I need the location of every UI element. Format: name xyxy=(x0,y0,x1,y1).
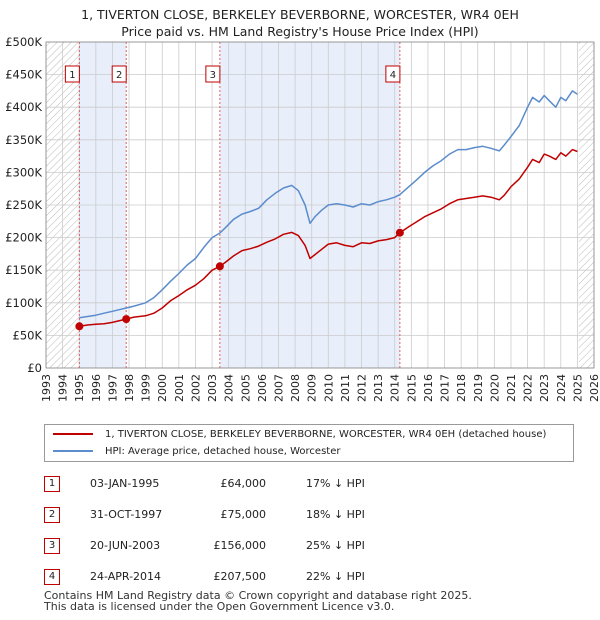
sale-date: 20-JUN-2003 xyxy=(90,539,161,552)
x-tick-label: 2023 xyxy=(538,374,551,402)
sale-hpi-diff: 18% ↓ HPI xyxy=(306,508,365,521)
annotation-label: 4 xyxy=(390,70,396,81)
title-line-1: 1, TIVERTON CLOSE, BERKELEY BEVERBORNE, … xyxy=(81,7,519,22)
x-tick-label: 2022 xyxy=(522,374,535,402)
title-line-2: Price paid vs. HM Land Registry's House … xyxy=(121,24,479,39)
legend-item-property: 1, TIVERTON CLOSE, BERKELEY BEVERBORNE, … xyxy=(53,427,546,443)
sale-hpi-diff: 17% ↓ HPI xyxy=(306,477,365,490)
price-chart: 1 2 3 4 £0 £50K £100K £150K £200K £250K £300K £350… xyxy=(5,35,600,402)
sale-date: 31-OCT-1997 xyxy=(90,508,163,521)
sale-row: 2 31-OCT-1997 £75,000 18% ↓ HPI xyxy=(44,505,404,525)
footer-attribution: Contains HM Land Registry data © Crown c… xyxy=(44,590,472,612)
sale-price: £156,000 xyxy=(213,539,267,552)
x-tick-label: 2009 xyxy=(306,374,319,402)
x-tick-label: 2020 xyxy=(488,374,501,402)
y-tick-label: £450K xyxy=(5,68,42,82)
x-tick-label: 2013 xyxy=(372,374,385,402)
sale-hpi-diff: 22% ↓ HPI xyxy=(306,570,365,583)
sale-row: 3 20-JUN-2003 £156,000 25% ↓ HPI xyxy=(44,536,404,556)
x-tick-label: 2017 xyxy=(439,374,452,402)
x-tick-label: 1998 xyxy=(123,374,136,402)
x-tick-label: 2024 xyxy=(555,374,568,402)
legend-item-hpi: HPI: Average price, detached house, Worc… xyxy=(53,444,340,460)
sale-row: 1 03-JAN-1995 £64,000 17% ↓ HPI xyxy=(44,474,404,494)
annotation-box xyxy=(111,65,127,83)
x-tick-label: 2014 xyxy=(389,374,402,402)
y-tick-label: £250K xyxy=(5,198,42,212)
y-tick-label: £50K xyxy=(13,328,43,342)
sale-number-badge: 1 xyxy=(44,476,60,492)
x-tick-label: 2015 xyxy=(405,374,418,402)
plot-frame xyxy=(45,41,595,369)
chart-title: 1, TIVERTON CLOSE, BERKELEY BEVERBORNE, … xyxy=(0,6,600,40)
annotation-label: 1 xyxy=(69,70,75,81)
annotation-box xyxy=(385,65,401,83)
chart-legend: 1, TIVERTON CLOSE, BERKELEY BEVERBORNE, … xyxy=(44,424,574,462)
legend-swatch-hpi xyxy=(53,450,93,452)
x-tick-label: 2011 xyxy=(339,374,352,402)
x-tick-label: 2005 xyxy=(239,374,252,402)
y-tick-label: £400K xyxy=(5,100,42,114)
sale-number-badge: 4 xyxy=(44,569,60,585)
y-tick-label: £200K xyxy=(5,231,42,245)
y-tick-label: £350K xyxy=(5,133,42,147)
x-tick-label: 1995 xyxy=(73,374,86,402)
property-price-line xyxy=(79,148,578,328)
sale-number-badge: 3 xyxy=(44,538,60,554)
x-tick-label: 1993 xyxy=(40,374,53,402)
x-tick-label: 2012 xyxy=(356,374,369,402)
x-tick-label: 1996 xyxy=(90,374,103,402)
sale-point xyxy=(215,262,224,271)
x-tick-label: 1994 xyxy=(57,374,70,402)
y-tick-label: £100K xyxy=(5,296,42,310)
sale-price: £64,000 xyxy=(220,477,267,490)
sale-date: 24-APR-2014 xyxy=(90,570,162,583)
sale-date: 03-JAN-1995 xyxy=(90,477,160,490)
x-tick-label: 2010 xyxy=(322,374,335,402)
y-tick-label: £0 xyxy=(27,361,42,375)
annotation-box xyxy=(64,65,80,83)
legend-swatch-property xyxy=(53,433,93,435)
x-tick-label: 2021 xyxy=(505,374,518,402)
legend-label-hpi: HPI: Average price, detached house, Worc… xyxy=(105,446,341,457)
x-tick-label: 2019 xyxy=(472,374,485,402)
x-tick-label: 2004 xyxy=(223,374,236,402)
x-tick-label: 2025 xyxy=(571,374,584,402)
footer-line-2: This data is licensed under the Open Gov… xyxy=(44,600,395,613)
sale-row: 4 24-APR-2014 £207,500 22% ↓ HPI xyxy=(44,567,404,587)
sale-price: £75,000 xyxy=(220,508,267,521)
x-tick-label: 2026 xyxy=(588,374,600,402)
y-tick-label: £300K xyxy=(5,165,42,179)
x-tick-label: 2002 xyxy=(189,374,202,402)
legend-label-property: 1, TIVERTON CLOSE, BERKELEY BEVERBORNE, … xyxy=(105,429,547,440)
x-tick-label: 2001 xyxy=(173,374,186,402)
x-tick-label: 1999 xyxy=(140,374,153,402)
x-tick-label: 2018 xyxy=(455,374,468,402)
sale-point xyxy=(122,315,131,324)
sale-price: £207,500 xyxy=(213,570,267,583)
sale-number-badge: 2 xyxy=(44,507,60,523)
sale-hpi-diff: 25% ↓ HPI xyxy=(306,539,365,552)
x-tick-label: 1997 xyxy=(106,374,119,402)
sale-point xyxy=(395,228,404,237)
x-tick-label: 2008 xyxy=(289,374,302,402)
footer-line-1: Contains HM Land Registry data © Crown c… xyxy=(44,589,472,602)
y-tick-label: £150K xyxy=(5,263,42,277)
annotation-label: 3 xyxy=(210,70,216,81)
annotation-box xyxy=(205,65,221,83)
hpi-line xyxy=(79,90,578,319)
x-tick-label: 2007 xyxy=(272,374,285,402)
x-tick-label: 2016 xyxy=(422,374,435,402)
annotation-label: 2 xyxy=(116,70,122,81)
x-tick-label: 2000 xyxy=(156,374,169,402)
x-tick-label: 2003 xyxy=(206,374,219,402)
x-tick-label: 2006 xyxy=(256,374,269,402)
sale-point xyxy=(75,322,84,331)
y-tick-label: £500K xyxy=(5,35,42,49)
